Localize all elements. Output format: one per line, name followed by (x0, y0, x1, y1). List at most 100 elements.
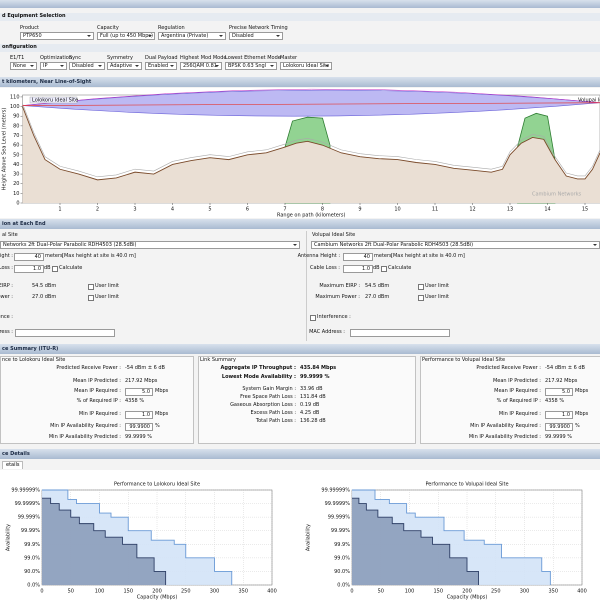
divider (306, 231, 307, 341)
x-tick-label: 2 (96, 207, 99, 213)
x-axis-label: Range on path (kilometers) (277, 213, 346, 219)
y-tick-label: 99.99% (331, 528, 350, 534)
configuration-bar (0, 44, 600, 52)
antenna-dropdown[interactable]: Cambium Networks 2ft Dual-Polar Paraboli… (311, 241, 600, 249)
checkbox[interactable] (381, 266, 387, 272)
dropdown[interactable]: Adaptive (107, 62, 142, 70)
field-label: Mean IP Required : (74, 388, 121, 394)
unit: meters (374, 253, 392, 259)
dropdown[interactable]: Argentina (Private) (158, 32, 226, 40)
dropdown[interactable]: PTP650 (20, 32, 94, 40)
y-tick-label: 99.99% (21, 528, 40, 534)
x-tick-label: 50 (378, 589, 384, 595)
profile-chart: 1 2 3 4 5 6 7 8 9 10 11 12 13 14 150102030405060708090… (2, 88, 600, 219)
input[interactable]: 1.0 (14, 265, 44, 273)
input[interactable]: 40 (343, 253, 373, 261)
x-tick-label: 3 (133, 207, 136, 213)
input[interactable]: 1.0 (343, 265, 373, 273)
input[interactable]: 5.0 (125, 388, 153, 396)
x-tick-label: 200 (152, 589, 162, 595)
x-tick-label: 300 (210, 589, 220, 595)
field-label: Maximum Power : (315, 294, 360, 300)
dropdown[interactable]: Lolokoru Ideal Site (280, 62, 332, 70)
dropdown[interactable]: Enabled (145, 62, 177, 70)
input[interactable]: 99.9900 (545, 423, 573, 431)
x-tick-label: 0 (40, 589, 43, 595)
dropdown[interactable]: 256QAM 0.81 (180, 62, 222, 70)
y-tick-label: 99.9% (24, 542, 40, 548)
value: 131.84 dB (300, 394, 326, 400)
terrain-line (22, 106, 600, 181)
dropdown[interactable]: IP (40, 62, 67, 70)
input[interactable] (350, 329, 450, 337)
summary-panel (0, 356, 194, 444)
dropdown[interactable]: Full (up to 450 Mbps) (97, 32, 155, 40)
dropdown[interactable]: Disabled (69, 62, 105, 70)
x-tick-label: 150 (433, 589, 443, 595)
input[interactable]: 40 (14, 253, 44, 261)
checkbox[interactable] (418, 284, 424, 290)
value: 99.9999 % (545, 434, 573, 440)
y-tick-label: 90 (13, 114, 19, 120)
antenna-dropdown[interactable]: Networks 2ft Dual-Polar Parabolic RDH450… (0, 241, 300, 249)
x-tick-label: 5 (208, 207, 211, 213)
y-tick-label: 50 (13, 152, 19, 158)
section-header: t kilometers, Near Line-of-Sight (0, 77, 600, 87)
x-tick-label: 250 (181, 589, 191, 595)
x-tick-label: 350 (238, 589, 248, 595)
equipment-bar (0, 13, 600, 21)
site-name: al Site (2, 232, 18, 238)
unit: meters (45, 253, 63, 259)
step-line (42, 489, 233, 585)
input[interactable]: 1.0 (125, 411, 153, 419)
field-label: Master (280, 55, 298, 61)
field-label: % of Required IP : (496, 398, 541, 404)
field-label: Mean IP Predicted : (492, 378, 541, 384)
dropdown[interactable]: BPSK 0.63 Sngl (225, 62, 277, 70)
value: 435.84 Mbps (300, 365, 337, 371)
y-tick-label: 100 (10, 104, 20, 110)
checkbox-label: User limit (95, 283, 119, 289)
chart-title: Performance to Lolokoru Ideal Site (114, 482, 200, 488)
checkbox[interactable] (88, 284, 94, 290)
checkbox[interactable] (52, 266, 58, 272)
top-bar (0, 0, 600, 8)
y-axis-label: Availability (6, 524, 12, 551)
input[interactable]: 99.9900 (125, 423, 153, 431)
y-tick-label: 0 (16, 201, 19, 207)
x-tick-label: 0 (350, 589, 353, 595)
field-label: Precise Network Timing (229, 25, 288, 31)
checkbox[interactable] (310, 315, 316, 321)
y-tick-label: 70 (13, 133, 19, 139)
input[interactable] (15, 329, 115, 337)
field-label: Capacity (97, 25, 119, 31)
y-tick-label: 90.0% (334, 569, 350, 575)
field-label: Product (20, 25, 39, 31)
site-label: Lolokoru Ideal Site (32, 98, 78, 104)
input[interactable]: 1.0 (545, 411, 573, 419)
value: 33.96 dB (300, 386, 323, 392)
field-label: Optimization (40, 55, 72, 61)
unit: % (155, 423, 160, 429)
x-tick-label: 300 (520, 589, 530, 595)
line-of-sight (22, 102, 600, 106)
field-label: Dual Payload (145, 55, 178, 61)
x-tick-label: 50 (68, 589, 74, 595)
x-tick-label: 200 (462, 589, 472, 595)
dropdown[interactable]: None (10, 62, 37, 70)
checkbox[interactable] (418, 295, 424, 301)
y-tick-label: 99.9% (334, 542, 350, 548)
tab[interactable]: etails (2, 461, 24, 469)
field-label: Mean IP Required : (494, 388, 541, 394)
field-label: Min IP Availability Predicted : (48, 434, 121, 440)
site-name: Volupai Ideal Site (312, 232, 356, 238)
checkbox[interactable] (88, 295, 94, 301)
field-label: Min IP Required : (78, 411, 121, 417)
x-axis-label: Capacity (Mbps) (447, 595, 488, 600)
summary-panel (198, 356, 416, 444)
dropdown[interactable]: Disabled (229, 32, 283, 40)
input[interactable]: 5.0 (545, 388, 573, 396)
section-title: onfiguration (2, 44, 37, 50)
step-line (352, 497, 479, 585)
